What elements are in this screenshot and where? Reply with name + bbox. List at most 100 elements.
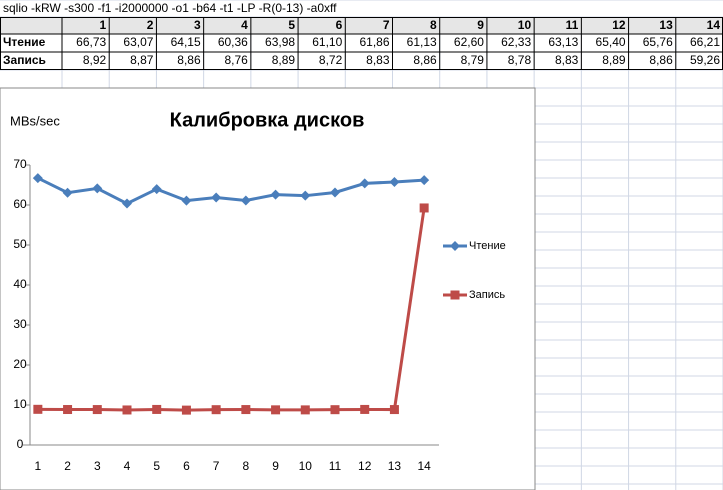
marker xyxy=(419,175,430,186)
x-tick-label: 1 xyxy=(35,459,42,473)
legend-label: Запись xyxy=(469,289,505,301)
marker xyxy=(211,192,222,203)
legend-marker xyxy=(450,241,460,251)
value-cell: 8,72 xyxy=(319,53,343,67)
marker xyxy=(330,187,340,198)
x-tick-label: 3 xyxy=(94,459,101,473)
y-tick-label: 40 xyxy=(13,277,27,291)
x-tick-label: 7 xyxy=(213,459,220,473)
value-cell: 8,89 xyxy=(602,53,626,67)
column-header: 3 xyxy=(194,18,201,32)
value-cell: 59,26 xyxy=(690,53,720,67)
x-tick-label: 6 xyxy=(183,459,190,473)
marker xyxy=(33,404,43,414)
marker xyxy=(151,184,162,195)
value-cell: 8,83 xyxy=(555,53,579,67)
marker xyxy=(62,187,73,198)
row-header: Запись xyxy=(3,53,46,67)
x-tick-label: 10 xyxy=(299,459,313,473)
x-tick-label: 9 xyxy=(272,459,279,473)
marker xyxy=(389,176,400,187)
value-cell: 63,07 xyxy=(123,35,153,49)
value-cell: 62,60 xyxy=(454,35,484,49)
value-cell: 61,86 xyxy=(359,35,389,49)
marker xyxy=(300,405,310,415)
row-header: Чтение xyxy=(3,35,46,49)
value-cell: 8,79 xyxy=(461,53,485,67)
y-axis-label: MBs/sec xyxy=(10,113,60,128)
x-tick-label: 4 xyxy=(124,459,131,473)
column-header: 14 xyxy=(707,18,721,32)
marker xyxy=(122,405,132,415)
series-line xyxy=(37,176,425,206)
chart-title: Калибровка дисков xyxy=(170,109,365,131)
marker xyxy=(63,405,73,415)
y-tick-label: 0 xyxy=(17,437,24,451)
marker xyxy=(152,404,162,414)
column-header: 5 xyxy=(288,18,295,32)
column-header: 4 xyxy=(241,18,248,32)
marker xyxy=(240,195,251,206)
column-header: 2 xyxy=(147,18,154,32)
column-header: 7 xyxy=(383,18,390,32)
value-cell: 62,33 xyxy=(501,35,531,49)
column-header: 6 xyxy=(336,18,343,32)
x-tick-label: 11 xyxy=(329,459,342,473)
value-cell: 63,13 xyxy=(548,35,578,49)
marker xyxy=(211,405,221,415)
marker xyxy=(300,190,311,201)
marker xyxy=(92,405,102,415)
column-header: 12 xyxy=(612,18,626,32)
marker xyxy=(181,405,191,415)
value-cell: 66,73 xyxy=(76,35,106,49)
x-tick-label: 13 xyxy=(388,459,402,473)
column-header: 1 xyxy=(100,18,107,32)
column-header: 8 xyxy=(430,18,437,32)
column-header: 13 xyxy=(659,18,673,32)
value-cell: 8,78 xyxy=(508,53,532,67)
x-tick-label: 12 xyxy=(358,459,372,473)
y-tick-label: 70 xyxy=(13,157,27,171)
column-header: 10 xyxy=(518,18,532,32)
legend-label: Чтение xyxy=(469,240,506,252)
x-tick-label: 8 xyxy=(243,459,250,473)
y-tick-label: 30 xyxy=(13,317,27,331)
value-cell: 65,40 xyxy=(596,35,626,49)
value-cell: 65,76 xyxy=(643,35,673,49)
value-cell: 8,86 xyxy=(177,53,201,67)
marker xyxy=(359,178,370,189)
value-cell: 8,89 xyxy=(272,53,296,67)
marker xyxy=(271,405,281,415)
marker xyxy=(181,195,192,206)
y-tick-label: 60 xyxy=(13,197,27,211)
value-cell: 8,76 xyxy=(224,53,248,67)
value-cell: 61,13 xyxy=(407,35,437,49)
chart-area xyxy=(0,87,536,490)
column-header: 9 xyxy=(477,18,484,32)
y-tick-label: 10 xyxy=(13,397,27,411)
column-header: 11 xyxy=(566,18,579,32)
header-row xyxy=(0,17,723,34)
chart: Калибровка дисков MBs/sec 0 10 20 30 40 50 60 7… xyxy=(0,87,536,490)
marker xyxy=(92,183,103,194)
value-cell: 64,15 xyxy=(171,35,201,49)
value-cell: 8,86 xyxy=(413,53,437,67)
marker xyxy=(330,405,340,415)
value-cell: 8,86 xyxy=(649,53,673,67)
series-line xyxy=(37,207,426,412)
marker xyxy=(122,198,132,209)
value-cell: 8,83 xyxy=(366,53,390,67)
legend-marker xyxy=(450,290,460,300)
command-cell: sqlio -kRW -s300 -f1 -i2000000 -o1 -b64 … xyxy=(3,1,337,15)
x-tick-label: 14 xyxy=(417,459,431,473)
marker xyxy=(419,203,429,213)
y-tick-label: 50 xyxy=(13,237,27,251)
value-cell: 8,92 xyxy=(83,53,107,67)
marker xyxy=(360,404,370,414)
value-cell: 63,98 xyxy=(265,35,295,49)
value-cell: 61,10 xyxy=(312,35,342,49)
x-tick-label: 2 xyxy=(64,459,71,473)
value-cell: 66,21 xyxy=(690,35,720,49)
value-cell: 8,87 xyxy=(130,53,154,67)
